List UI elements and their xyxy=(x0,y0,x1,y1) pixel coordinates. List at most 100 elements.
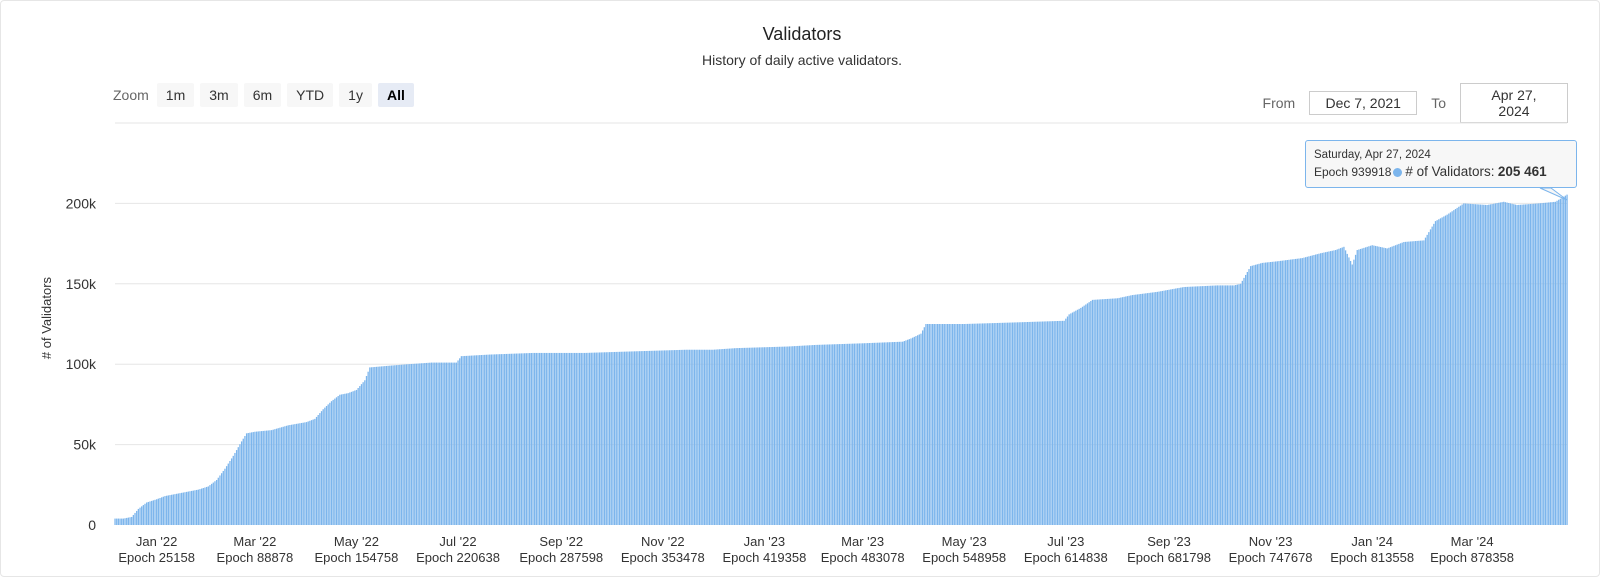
bar xyxy=(1441,217,1443,525)
bar xyxy=(590,352,592,525)
bar xyxy=(612,352,614,525)
bar-series xyxy=(114,194,1568,526)
bar xyxy=(186,491,188,525)
x-tick-month: Nov '23 xyxy=(1249,534,1293,549)
bar xyxy=(1058,320,1060,525)
bar xyxy=(1118,297,1120,525)
bar xyxy=(755,347,757,525)
bar xyxy=(529,353,531,525)
bar xyxy=(810,345,812,525)
bar xyxy=(300,422,303,525)
bar xyxy=(274,429,276,525)
bar xyxy=(1364,247,1367,525)
bar xyxy=(1166,290,1169,525)
bar xyxy=(359,386,361,525)
bar xyxy=(1318,253,1320,525)
bar xyxy=(1018,322,1020,525)
bar xyxy=(117,518,120,525)
bar xyxy=(1359,248,1362,525)
bar xyxy=(971,323,974,525)
x-tick-epoch: Epoch 419358 xyxy=(722,550,806,565)
zoom-6m-button[interactable]: 6m xyxy=(243,83,282,107)
bar xyxy=(1451,211,1453,525)
bar xyxy=(1068,314,1070,525)
bar xyxy=(1160,291,1162,525)
x-tick-month: Jan '22 xyxy=(136,534,178,549)
bar xyxy=(312,419,314,525)
bar xyxy=(730,348,732,525)
bar xyxy=(918,334,920,525)
bar xyxy=(172,494,174,525)
bar xyxy=(893,342,895,525)
bar xyxy=(966,323,969,525)
bar xyxy=(768,347,771,525)
bar xyxy=(1083,305,1085,525)
bar xyxy=(385,365,388,525)
bar xyxy=(785,346,787,525)
bar xyxy=(114,518,116,525)
bar xyxy=(858,343,861,525)
zoom-1m-button[interactable]: 1m xyxy=(156,83,195,107)
bar xyxy=(1221,285,1224,525)
bar xyxy=(1313,255,1315,525)
bar xyxy=(445,362,448,525)
bar xyxy=(1516,205,1518,525)
bar xyxy=(1218,285,1220,525)
bar xyxy=(1150,292,1152,525)
bar xyxy=(470,355,473,525)
bar xyxy=(1471,203,1473,525)
bar xyxy=(242,438,244,525)
bar xyxy=(570,352,572,525)
bar xyxy=(1411,241,1413,525)
bar xyxy=(1401,242,1403,525)
bar xyxy=(417,363,419,525)
bar xyxy=(585,352,587,525)
bar xyxy=(808,345,811,525)
bar xyxy=(1286,260,1288,525)
bar xyxy=(1235,285,1237,525)
bar xyxy=(887,342,889,525)
bar xyxy=(1095,299,1097,525)
bar xyxy=(1406,241,1408,525)
bar xyxy=(1206,285,1209,525)
zoom-ytd-button[interactable]: YTD xyxy=(287,83,334,107)
bar xyxy=(948,324,950,525)
y-tick-label: 50k xyxy=(73,437,97,453)
bar xyxy=(194,490,196,525)
bar xyxy=(568,352,571,525)
bar xyxy=(1553,201,1555,525)
bar xyxy=(652,350,654,525)
bar xyxy=(800,345,802,525)
bar xyxy=(850,343,852,525)
zoom-1y-button[interactable]: 1y xyxy=(339,83,372,107)
bar xyxy=(207,486,209,525)
bar xyxy=(1496,203,1498,525)
bar xyxy=(329,402,331,525)
bar xyxy=(167,495,169,525)
bar xyxy=(835,344,837,525)
to-date-input[interactable]: Apr 27, 2024 xyxy=(1460,83,1568,123)
bar xyxy=(1050,321,1052,525)
zoom-all-button[interactable]: All xyxy=(377,83,414,107)
bar xyxy=(1040,321,1042,525)
bar xyxy=(1528,204,1530,525)
bar xyxy=(1141,293,1144,525)
bar xyxy=(1113,298,1115,525)
bar xyxy=(907,339,909,525)
bar xyxy=(137,508,140,525)
bar xyxy=(1328,251,1330,525)
bar xyxy=(1211,285,1214,525)
bar xyxy=(705,349,707,525)
bar xyxy=(1056,321,1059,525)
bar xyxy=(1449,212,1452,525)
bar xyxy=(1196,286,1199,525)
tooltip-pointer xyxy=(1539,187,1568,201)
bar xyxy=(1106,298,1109,525)
bar xyxy=(662,350,664,525)
bar xyxy=(630,351,632,525)
bar xyxy=(1116,298,1119,525)
bar xyxy=(682,349,684,525)
bar xyxy=(1198,286,1200,525)
zoom-3m-button[interactable]: 3m xyxy=(200,83,238,107)
from-date-input[interactable]: Dec 7, 2021 xyxy=(1309,91,1418,115)
